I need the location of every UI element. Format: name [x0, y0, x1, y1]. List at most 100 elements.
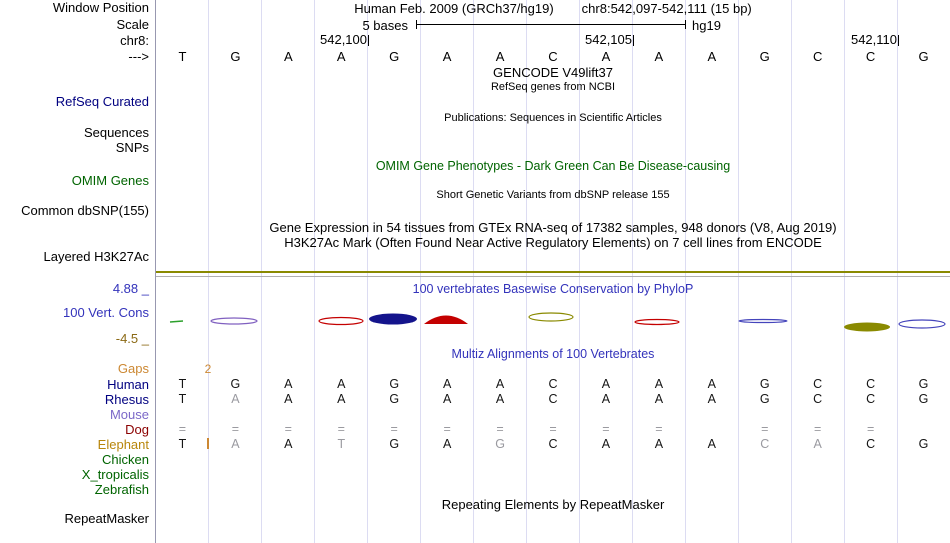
- omim-track-title[interactable]: OMIM Gene Phenotypes - Dark Green Can Be…: [375, 159, 731, 173]
- phylop-shape-purple-lens: [210, 317, 258, 325]
- sidebar-item-dbsnp[interactable]: Common dbSNP(155): [21, 203, 149, 218]
- alignment-unaligned-mark: =: [655, 422, 663, 436]
- sidebar-item-snps[interactable]: SNPs: [115, 140, 149, 155]
- conservation-min-value: -4.5 _: [115, 331, 149, 346]
- alignment-base: A: [654, 377, 664, 391]
- multiz-track-title[interactable]: Multiz Alignments of 100 Vertebrates: [451, 347, 655, 361]
- ruler-tick-text: 542,100: [320, 32, 367, 47]
- alignment-unaligned-mark: =: [337, 422, 345, 436]
- alignment-base: C: [866, 437, 876, 451]
- alignment-base: T: [178, 392, 187, 406]
- base-letter: C: [812, 49, 823, 64]
- assembly-name: Human Feb. 2009 (GRCh37/hg19): [354, 1, 554, 16]
- publications-track-title[interactable]: Publications: Sequences in Scientific Ar…: [444, 112, 662, 124]
- alignment-unaligned-mark: =: [231, 422, 240, 436]
- alignment-base: A: [654, 437, 664, 451]
- alignment-unaligned-mark: =: [761, 422, 769, 436]
- alignment-unaligned-mark: =: [866, 422, 875, 436]
- species-label[interactable]: Zebrafish: [94, 482, 149, 497]
- alignment-base: C: [548, 437, 558, 451]
- window-position-header: Human Feb. 2009 (GRCh37/hg19) chr8:542,0…: [156, 1, 950, 16]
- browser-main-area: Human Feb. 2009 (GRCh37/hg19) chr8:542,0…: [155, 0, 950, 543]
- alignment-base: A: [284, 377, 293, 391]
- ruler-tick-text: 542,105: [585, 32, 632, 47]
- sidebar-item-gaps[interactable]: Gaps: [117, 361, 149, 376]
- species-label[interactable]: Dog: [125, 422, 149, 437]
- alignment-unaligned-mark: =: [496, 422, 504, 436]
- sidebar-item-repeatmasker[interactable]: RepeatMasker: [64, 511, 149, 526]
- alignment-base: A: [707, 392, 716, 406]
- base-letter: A: [442, 49, 452, 64]
- sidebar-item-sequences[interactable]: Sequences: [83, 125, 149, 140]
- alignment-base: C: [548, 392, 558, 406]
- species-label[interactable]: Human: [107, 377, 149, 392]
- alignment-unaligned-mark: [685, 422, 738, 437]
- alignment-unaligned-mark: =: [549, 422, 557, 436]
- alignment-base: G: [918, 437, 929, 451]
- alignment-base: A: [495, 392, 505, 406]
- alignment-base: A: [231, 392, 240, 406]
- phylop-shape-red-thin: [634, 318, 680, 326]
- species-label[interactable]: Elephant: [97, 437, 149, 452]
- species-label-list: Human Rhesus Mouse Dog Elephant Chicken …: [0, 377, 149, 497]
- alignment-base: T: [178, 377, 187, 391]
- dbsnp-track-title[interactable]: Short Genetic Variants from dbSNP releas…: [436, 189, 670, 201]
- alignment-base: A: [707, 377, 716, 391]
- sidebar-item-omim-genes[interactable]: OMIM Genes: [71, 173, 149, 188]
- scale-label: Scale: [116, 17, 149, 32]
- alignment-base: A: [601, 377, 611, 391]
- phylop-track-title[interactable]: 100 vertebrates Basewise Conservation by…: [412, 282, 694, 296]
- scale-bases-text: 5 bases: [362, 18, 408, 33]
- elephant-gap-marker: [207, 438, 209, 449]
- sidebar-item-h3k27ac[interactable]: Layered H3K27Ac: [43, 249, 149, 264]
- alignment-base: G: [389, 392, 400, 406]
- phylop-shape-blue-flat: [738, 318, 788, 324]
- phylop-shape-olive-lens: [528, 312, 574, 322]
- species-label[interactable]: Mouse: [109, 407, 149, 422]
- alignment-base: T: [337, 437, 346, 451]
- alignment-base: C: [813, 392, 823, 406]
- alignment-base: A: [601, 437, 611, 451]
- alignment-base: G: [759, 392, 770, 406]
- species-label[interactable]: Rhesus: [104, 392, 149, 407]
- scale-genome-label: hg19: [692, 18, 721, 33]
- phylop-shape-red-arch: [424, 315, 468, 324]
- ruler-tick-text: 542,110: [850, 32, 897, 47]
- alignment-unaligned-mark: =: [284, 422, 292, 436]
- sidebar-item-refseq-curated[interactable]: RefSeq Curated: [55, 94, 149, 109]
- alignment-base: A: [337, 392, 346, 406]
- sidebar-item-100-vert-cons[interactable]: 100 Vert. Cons: [63, 305, 149, 320]
- base-letter: A: [495, 49, 505, 64]
- gencode-track-title[interactable]: GENCODE V49lift37: [493, 65, 613, 80]
- phylop-conservation-track: [169, 312, 946, 332]
- base-letter: A: [336, 49, 346, 64]
- alignment-base: G: [918, 377, 929, 391]
- ruler-tick-label: 542,105: [554, 33, 634, 47]
- h3k27ac-baseline: [156, 271, 950, 273]
- h3k27ac-track-title[interactable]: H3K27Ac Mark (Often Found Near Active Re…: [284, 235, 822, 250]
- base-letter: C: [865, 49, 876, 64]
- species-label[interactable]: Chicken: [102, 452, 149, 467]
- base-letter: G: [389, 49, 400, 64]
- base-letter: T: [178, 49, 187, 64]
- species-label[interactable]: X_tropicalis: [81, 467, 149, 482]
- alignment-base: A: [284, 392, 293, 406]
- gtex-track-title[interactable]: Gene Expression in 54 tissues from GTEx …: [269, 220, 837, 235]
- refseq-track-subtitle[interactable]: RefSeq genes from NCBI: [490, 81, 616, 93]
- alignment-base: T: [178, 437, 187, 451]
- alignment-unaligned-mark: =: [443, 422, 451, 436]
- alignment-base: A: [284, 437, 293, 451]
- repeatmasker-track-title[interactable]: Repeating Elements by RepeatMasker: [441, 497, 665, 512]
- alignment-base: A: [813, 437, 822, 451]
- alignment-row-dog: = = = = = = = = = = = = =: [156, 422, 950, 437]
- conservation-max-value: 4.88 _: [112, 281, 149, 296]
- alignment-base: A: [442, 377, 452, 391]
- alignment-base: C: [760, 437, 770, 451]
- alignment-base: C: [866, 377, 876, 391]
- alignment-base: G: [230, 377, 241, 391]
